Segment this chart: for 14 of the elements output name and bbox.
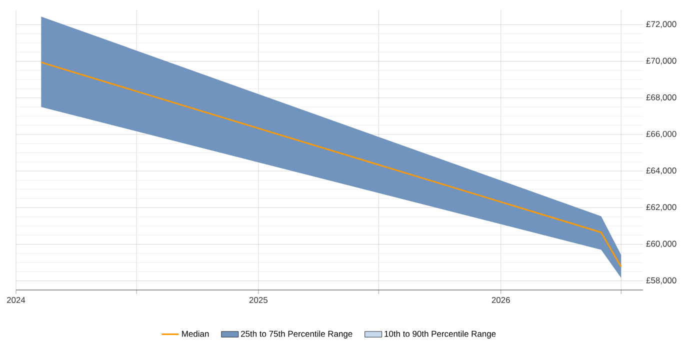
y-tick-label: £66,000 — [646, 130, 676, 138]
y-tick-label: £70,000 — [646, 58, 676, 65]
x-tick-label: 2026 — [492, 297, 510, 304]
y-tick-label: £64,000 — [646, 168, 676, 175]
y-tick-label: £72,000 — [646, 21, 676, 28]
x-tick-label: 2025 — [249, 297, 268, 304]
y-tick-label: £68,000 — [646, 94, 676, 102]
x-tick-label: 2024 — [7, 297, 26, 304]
legend-label: 10th to 90th Percentile Range — [384, 330, 496, 338]
y-tick-label: £58,000 — [646, 277, 676, 284]
y-tick-label: £60,000 — [646, 240, 676, 248]
y-tick-label: £62,000 — [646, 204, 676, 212]
legend-label: Median — [182, 330, 209, 337]
legend-label: 25th to 75th Percentile Range — [241, 330, 352, 338]
